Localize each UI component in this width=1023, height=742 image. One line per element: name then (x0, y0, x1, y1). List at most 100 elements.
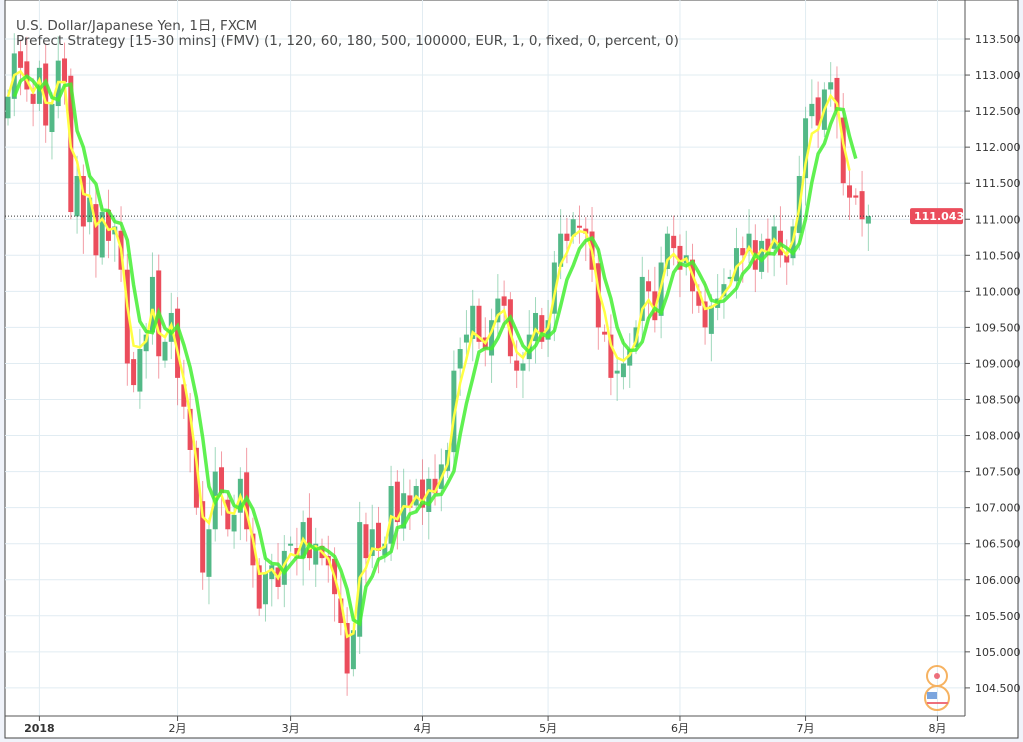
candle-body (74, 175, 80, 217)
candle-body (765, 238, 771, 256)
candle-body (193, 447, 199, 508)
candle-body (457, 349, 463, 369)
candle-body (262, 572, 268, 605)
candle-body (80, 175, 86, 227)
candle-body (256, 565, 262, 609)
x-tick-label: 8月 (928, 722, 946, 735)
candle-body (206, 529, 212, 577)
candle-body (18, 51, 24, 68)
y-tick-label: 109.000 (975, 357, 1021, 370)
candle-body (803, 118, 809, 179)
candle-body (558, 233, 564, 267)
candle-body (401, 493, 407, 529)
candle-body (181, 384, 187, 407)
candle-body (419, 479, 425, 508)
candle-body (388, 486, 394, 544)
last-price-label: 111.043 (914, 210, 964, 223)
candle-body (131, 359, 137, 386)
x-tick-label: 2018 (24, 722, 55, 735)
x-tick-label: 4月 (413, 722, 431, 735)
candle-body (281, 550, 287, 585)
candle-body (231, 514, 237, 532)
candle-body (306, 517, 312, 559)
candle-body (49, 103, 55, 133)
candle-body (859, 191, 865, 220)
time-axis[interactable]: 2018 2月 3月 4月 5月 6月 7月 8月 (24, 716, 946, 735)
candle-body (269, 565, 275, 580)
candle-body (853, 195, 859, 198)
price-axis[interactable]: 104.500 105.000 105.500 106.000 106.500 107.0… (965, 33, 1021, 695)
candle-body (746, 233, 752, 251)
candle-body (99, 212, 105, 258)
candle-body (828, 82, 834, 90)
candle-body (520, 363, 526, 371)
y-tick-label: 113.500 (975, 33, 1021, 46)
candle-body (363, 524, 369, 559)
candle-body (576, 225, 582, 228)
y-tick-label: 106.000 (975, 574, 1021, 587)
y-tick-label: 111.000 (975, 213, 1021, 226)
candle-body (288, 543, 294, 546)
candle-body (733, 248, 739, 282)
candle-body (30, 93, 36, 104)
candle-body (5, 96, 11, 119)
broker-logo-icon (924, 665, 950, 711)
candle-body (87, 197, 93, 223)
candle-body (369, 529, 375, 556)
candle-body (627, 349, 633, 366)
candle-body (489, 320, 495, 356)
candle-body (595, 263, 601, 328)
y-tick-label: 112.000 (975, 141, 1021, 154)
candle-body (784, 255, 790, 263)
candle-body (702, 301, 708, 328)
candle-body (865, 216, 871, 224)
candle-body (677, 245, 683, 270)
y-tick-label: 108.000 (975, 430, 1021, 443)
y-tick-label: 107.000 (975, 502, 1021, 515)
chart-panel (4, 0, 1019, 739)
candle-body (350, 630, 356, 670)
candle-body (143, 334, 149, 352)
candle-body (696, 291, 702, 306)
y-tick-label: 113.000 (975, 69, 1021, 82)
x-tick-label: 5月 (539, 722, 557, 735)
candle-body (727, 276, 733, 279)
candle-body (708, 305, 714, 334)
candle-body (476, 305, 482, 342)
x-tick-label: 3月 (282, 722, 300, 735)
y-tick-label: 107.500 (975, 466, 1021, 479)
x-tick-label: 6月 (671, 722, 689, 735)
candle-body (250, 533, 256, 566)
candle-body (570, 219, 576, 237)
candle-body (426, 478, 432, 512)
candle-body (175, 308, 181, 378)
ma-slow-line (12, 73, 858, 627)
candle-body (614, 370, 620, 374)
candle-body (815, 97, 821, 126)
candle-body (187, 408, 193, 450)
candle-body (507, 299, 513, 357)
candle-body (407, 495, 413, 508)
candle-body (564, 233, 570, 241)
candle-body (344, 623, 350, 674)
y-tick-label: 111.500 (975, 177, 1021, 190)
candle-body (36, 67, 42, 104)
candle-body (62, 58, 68, 83)
candle-body (376, 522, 382, 551)
candle-body (639, 276, 645, 321)
candle-body (533, 312, 539, 342)
x-tick-label: 2月 (169, 722, 187, 735)
candle-body (602, 331, 608, 335)
candle-body (721, 284, 727, 297)
candle-body (583, 228, 589, 234)
strategy-legend[interactable]: Prefect Strategy [15-30 mins] (FMV) (1, … (16, 33, 679, 49)
y-tick-label: 112.500 (975, 105, 1021, 118)
candle-body (137, 349, 143, 392)
candle-body (834, 77, 840, 112)
candle-body (200, 501, 206, 573)
candle-body (382, 543, 388, 556)
x-tick-label: 7月 (797, 722, 815, 735)
candle-body (671, 235, 677, 249)
candle-body (43, 63, 49, 126)
